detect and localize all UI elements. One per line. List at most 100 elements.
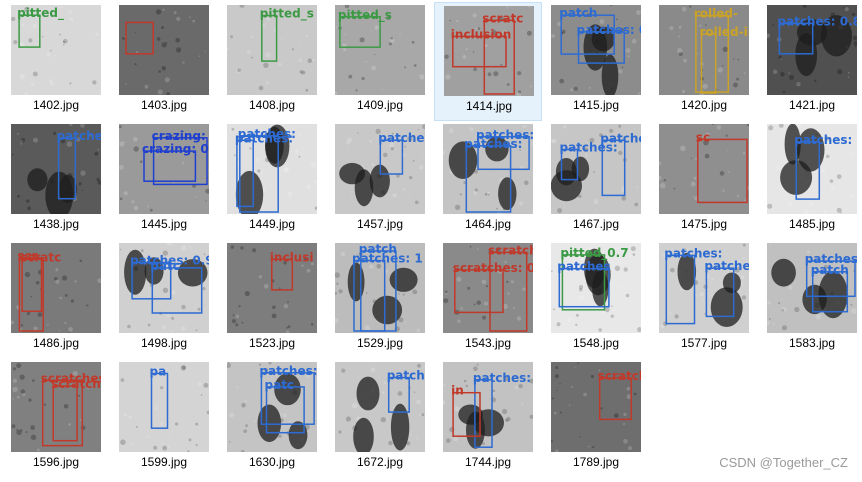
file-item[interactable]: crazing: 0crazing: 0.8 1445.jpg [110,121,218,240]
file-name: 1420.jpg [680,98,728,112]
detection-box [454,269,504,314]
detection-box [125,21,154,55]
thumbnail-image: scratches: 0scratches [11,362,101,452]
file-item[interactable]: patchespatches: 1467.jpg [542,121,650,240]
detection-label: patc [150,259,180,273]
detection-box [811,271,849,313]
file-item[interactable]: rolled-rolled-in_s 1420.jpg [650,2,758,121]
detection-label: scratches [598,369,641,383]
detection-box [271,258,294,291]
file-item[interactable]: scratches: scratches: 0 1543.jpg [434,240,542,359]
file-item[interactable]: pa 1599.jpg [110,359,218,478]
file-item[interactable]: pitted_s 1408.jpg [218,2,326,121]
detection-box [465,145,512,213]
file-name: 1548.jpg [572,336,620,350]
detection-label: patch [359,243,397,256]
detection-box [474,379,493,448]
file-name: 1789.jpg [572,455,620,469]
file-name: 1744.jpg [464,455,512,469]
file-item[interactable]: patches: patches: 1449.jpg [218,121,326,240]
file-name: 1457.jpg [356,217,404,231]
detection-label: rolled- [694,7,738,21]
file-item[interactable]: patch patches: 1 1529.jpg [326,240,434,359]
detection-label: patches: [387,369,425,383]
detection-label: pitted_0.7 [560,246,628,261]
detection-label: patches [557,260,610,274]
thumbnail-image: patches: patches: [227,124,317,214]
file-item[interactable]: patches: 0 1457.jpg [326,121,434,240]
thumbnail-image: patches: 0.9 patc [119,243,209,333]
detection-label: patches: [238,127,296,141]
file-item[interactable]: patches 1438.jpg [2,121,110,240]
detection-box [665,254,696,325]
detection-box [477,136,530,171]
file-name: 1599.jpg [140,455,188,469]
detection-box [577,31,625,64]
file-name: 1403.jpg [140,98,188,112]
thumbnail-image: patch patches: 0.9 [551,5,641,95]
detection-box [57,137,77,200]
thumbnail-image: patches: patc [227,362,317,452]
file-name: 1449.jpg [248,217,296,231]
file-item[interactable]: patches: 0.8 1421.jpg [758,2,862,121]
file-name: 1475.jpg [680,217,728,231]
thumbnail-image: patches:patches: 1.0 [659,243,749,333]
detection-label: scr [17,249,37,263]
detection-box [697,138,748,204]
detection-box [558,267,610,308]
detection-box [452,391,481,437]
detection-box [143,150,197,182]
detection-box [705,267,735,318]
detection-label: patches: [259,364,317,378]
file-item[interactable]: 1403.jpg [110,2,218,121]
detection-box [700,33,717,94]
file-item[interactable]: patch patches: 0.9 1415.jpg [542,2,650,121]
detection-label: patches [600,131,641,145]
file-item[interactable]: pitted_s 1409.jpg [326,2,434,121]
detection-box [18,14,41,48]
detection-label: patches: 1.0 [704,259,749,273]
file-item[interactable]: patches: in 1744.jpg [434,359,542,478]
detection-label: patches: 0.9 [577,23,642,37]
file-name: 1467.jpg [572,217,620,231]
file-item[interactable]: inclusi 1523.jpg [218,240,326,359]
file-item[interactable]: patches: 1672.jpg [326,359,434,478]
detection-label: scratches [51,377,101,391]
detection-box [353,259,386,332]
detection-label: patches: [805,252,857,266]
thumbnail-image: scratches [551,362,641,452]
file-item[interactable]: pitted_0.7 patches 1548.jpg [542,240,650,359]
detection-box [18,257,44,332]
file-item[interactable]: sc 1475.jpg [650,121,758,240]
file-item[interactable]: patches: patc 1630.jpg [218,359,326,478]
file-item[interactable]: scratc scr 1486.jpg [2,240,110,359]
file-item[interactable]: scratches: 0scratches 1596.jpg [2,359,110,478]
detection-label: patches: [664,246,722,260]
file-name: 1630.jpg [248,455,296,469]
detection-box [260,372,315,425]
file-item[interactable]: patches: 0.9 patc 1498.jpg [110,240,218,359]
thumbnail-image: patches:patch [767,243,857,333]
file-item[interactable]: pitted_ 1402.jpg [2,2,110,121]
detection-label: patches: 0.9 [130,254,209,268]
detection-label: crazing: 0.8 [142,142,209,156]
detection-label: patches: [560,141,618,155]
thumbnail-image: inclusi [227,243,317,333]
thumbnail-image: pitted_s [227,5,317,95]
thumbnail-image: patches [11,124,101,214]
detection-label: in [451,384,464,398]
thumbnail-image: patches: [767,124,857,214]
file-item[interactable]: patches:patch 1583.jpg [758,240,862,359]
detection-box [452,35,507,68]
detection-label: patches: 0 [378,131,425,145]
detection-label: patches: [473,371,531,385]
file-item[interactable]: patches: 1patches: 1464.jpg [434,121,542,240]
file-item[interactable]: patches: 1485.jpg [758,121,862,240]
file-item[interactable]: patches:patches: 1.0 1577.jpg [650,240,758,359]
detection-box [21,258,43,313]
file-item[interactable]: scratc inclusion 1414.jpg [434,2,542,121]
detection-box [601,139,626,197]
file-item[interactable]: scratches 1789.jpg [542,359,650,478]
detection-label: scratches: 0 [41,371,101,385]
